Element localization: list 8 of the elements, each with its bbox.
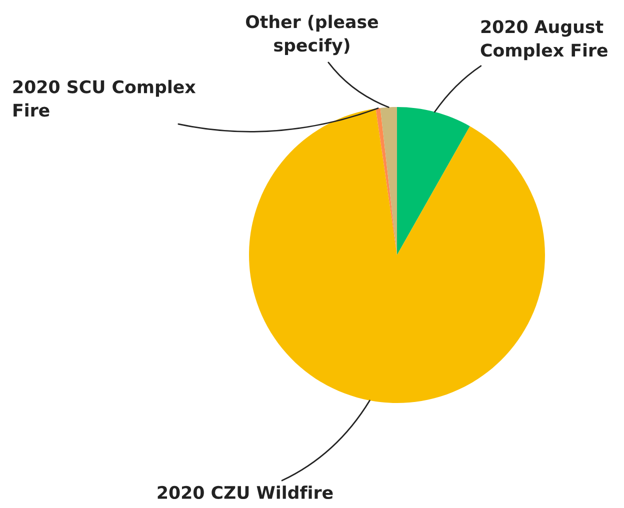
pie-slice [397,107,470,255]
slice-label: Other (please specify) [246,14,378,56]
pie-slice [249,108,545,403]
slice-label: 2020 CZU Wildfire [158,486,333,500]
pie-slice [376,108,397,255]
slice-label: 2020 SCU Complex Fire [13,80,196,117]
pie-slice [380,107,397,255]
slice-label: 2020 August Complex Fire [480,20,608,60]
